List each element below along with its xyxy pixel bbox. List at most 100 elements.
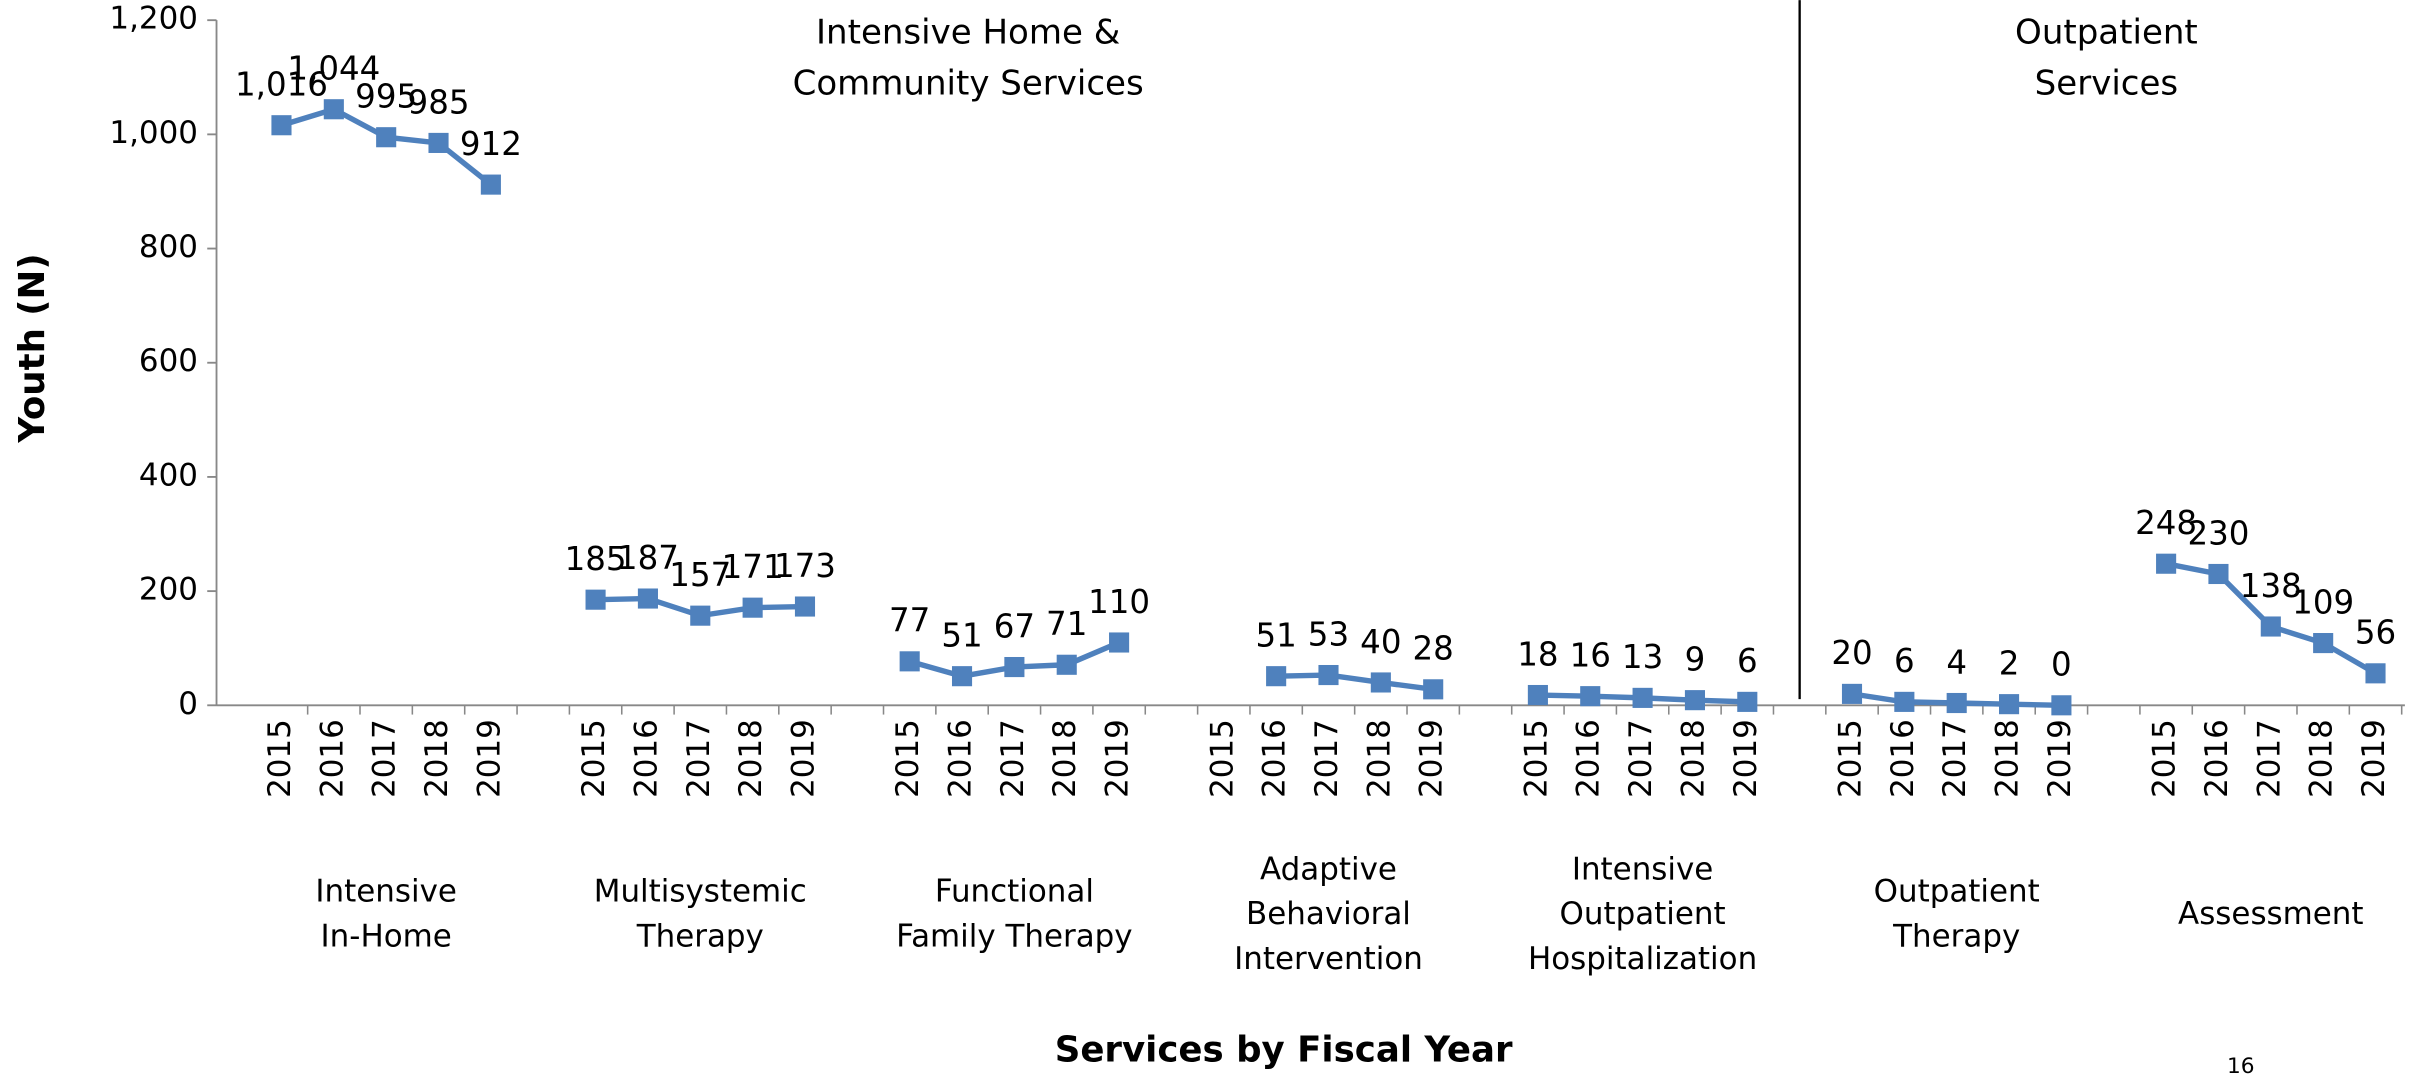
point-marker [2313,633,2334,654]
y-axis-title: Youth (N) [12,253,53,443]
data-label: 0 [2051,646,2072,684]
data-label: 109 [2292,583,2354,621]
data-label: 1,044 [287,50,380,88]
data-label: 4 [1946,643,1967,681]
y-tick-label: 600 [139,343,198,379]
point-marker [794,596,816,617]
data-label: 18 [1517,635,1558,673]
section-title: Services [2035,64,2178,104]
x-tick-label: 2015 [890,719,926,798]
point-marker [2156,553,2177,574]
group-label: Hospitalization [1528,941,1757,977]
data-label: 28 [1413,630,1454,668]
x-tick-label: 2016 [1257,719,1293,798]
data-label: 16 [1570,637,1611,675]
y-tick-label: 1,200 [109,1,198,37]
data-label: 51 [941,617,982,655]
point-marker [271,115,292,136]
group-label: Assessment [2178,896,2364,932]
section-title: Intensive Home & [816,13,1120,53]
x-tick-label: 2018 [419,719,455,798]
data-label: 6 [1894,642,1915,680]
x-tick-label: 2019 [1100,719,1136,798]
x-tick-label: 2015 [1204,719,1240,798]
x-tick-label: 2016 [1571,719,1607,798]
point-marker [1841,683,1863,704]
y-tick-label: 800 [139,229,198,265]
data-label: 985 [408,83,470,121]
group-label: Functional [935,874,1094,910]
x-tick-label: 2019 [1728,719,1764,798]
group-label: Therapy [1892,919,2020,955]
data-label: 187 [617,539,679,577]
point-marker [1527,684,1548,706]
data-label: 2 [1999,644,2020,682]
data-label: 53 [1308,615,1349,653]
data-label: 248 [2135,504,2197,542]
point-marker [899,651,920,672]
x-tick-label: 2018 [1675,719,1711,798]
x-tick-label: 2018 [2304,719,2340,798]
x-tick-label: 2019 [2042,719,2078,798]
point-marker [428,132,449,153]
x-tick-label: 2015 [2147,719,2183,798]
data-label: 171 [722,548,784,586]
data-label: 40 [1360,623,1401,661]
group-label: Multisystemic [594,874,807,910]
point-marker [1684,690,1706,711]
point-marker [1318,664,1339,686]
x-tick-label: 2019 [1414,719,1450,798]
point-marker [1266,666,1287,687]
data-label: 912 [460,125,522,163]
point-marker [1056,654,1077,675]
group-label: Therapy [636,919,764,955]
x-tick-label: 2015 [576,719,612,798]
x-tick-label: 2016 [943,719,979,798]
point-marker [1109,632,1130,653]
y-tick-label: 1,000 [109,115,198,151]
data-label: 138 [2240,567,2302,605]
group-label: Intensive [1572,851,1714,887]
data-label: 51 [1255,617,1296,655]
x-tick-label: 2018 [1361,719,1397,798]
group-label: Adaptive [1260,851,1397,887]
data-label: 230 [2187,514,2249,552]
x-tick-label: 2017 [2251,719,2287,798]
data-label: 185 [565,540,627,578]
point-marker [951,666,973,687]
data-label: 1,016 [235,66,328,104]
x-tick-label: 2017 [681,719,717,798]
point-marker [323,99,344,120]
x-tick-label: 2016 [1885,719,1921,798]
group-label: Family Therapy [896,919,1132,955]
x-tick-label: 2017 [1937,719,1973,798]
point-marker [1370,672,1391,693]
data-label: 13 [1622,638,1663,676]
point-marker [1580,686,1601,707]
point-marker [742,597,763,618]
point-marker [1999,694,2020,715]
point-marker [1632,687,1653,708]
point-marker [2260,616,2281,637]
group-label: Outpatient [1560,896,1726,932]
x-tick-label: 2015 [262,719,298,798]
y-tick-label: 400 [139,457,198,493]
x-tick-label: 2018 [1990,719,2026,798]
x-tick-label: 2016 [314,719,350,798]
x-axis-title: Services by Fiscal Year [1055,1030,1513,1071]
point-marker [690,605,711,626]
data-label: 9 [1685,640,1706,678]
section-title: Community Services [793,64,1144,104]
group-label: Outpatient [1874,874,2040,910]
point-marker [2051,695,2072,716]
page-number: 16 [2227,1054,2255,1075]
point-marker [1004,656,1025,678]
data-label: 157 [669,556,731,594]
x-tick-label: 2019 [2356,719,2392,798]
point-marker [637,588,658,609]
point-marker [480,174,501,195]
group-label: In-Home [321,919,452,955]
y-tick-label: 200 [139,572,198,608]
